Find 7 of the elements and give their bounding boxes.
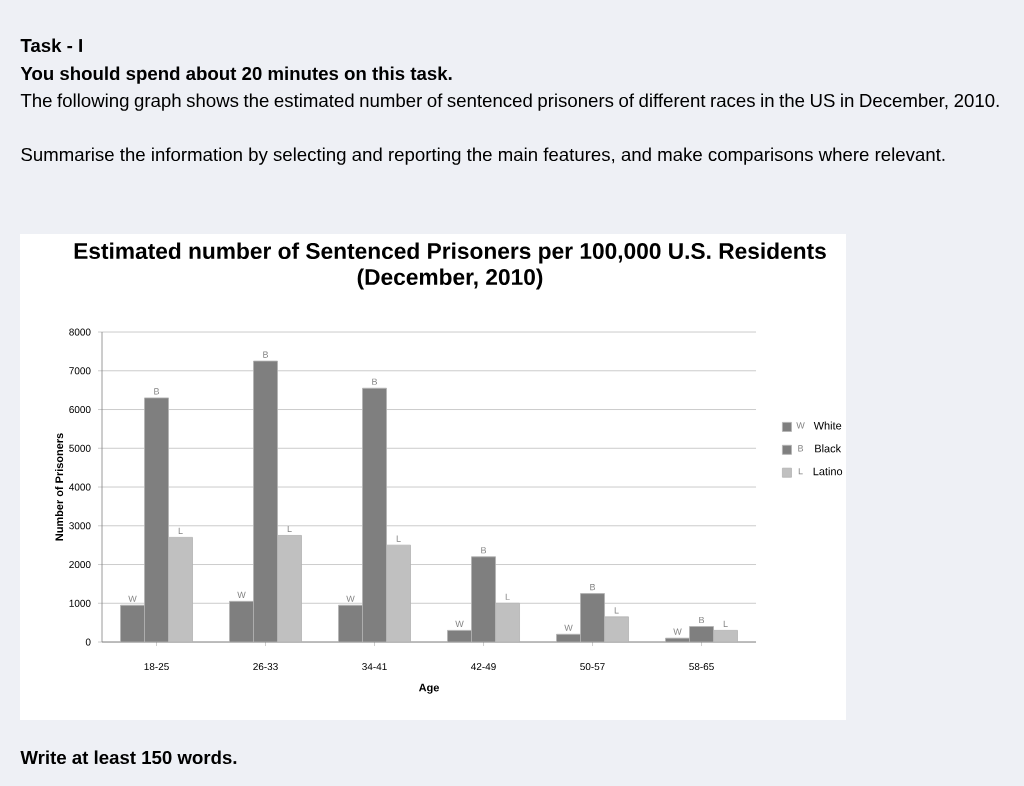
- text: Write at least 150 words.: [20, 750, 237, 765]
- text: The following graph shows the estimated number of sentenced prisoners of different races in the US in December, 2010.: [20, 93, 999, 111]
- chart-title: Estimated number of Sentenced Prisoners per 100,000 U.S. Residents: [74, 242, 826, 264]
- text: Summarise the information by selecting and reporting the main features, and make comparisons where relevant.: [21, 147, 945, 165]
- text: You should spend about 20 minutes on this task.: [20, 66, 452, 84]
- text: Task - I: [20, 38, 82, 53]
- chart-subtitle: (December, 2010): [357, 268, 543, 290]
